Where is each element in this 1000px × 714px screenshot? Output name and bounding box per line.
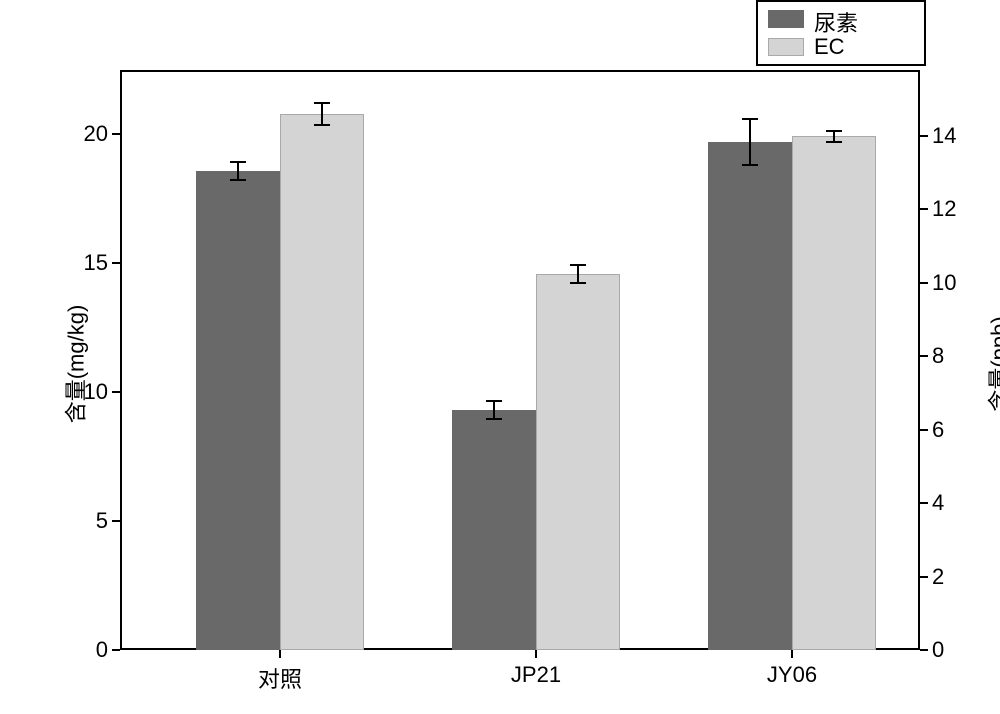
- y-right-tick: [920, 355, 928, 357]
- error-bar-stem: [237, 162, 239, 180]
- y-right-tick: [920, 502, 928, 504]
- error-bar-cap: [742, 118, 758, 120]
- y-right-tick-label: 0: [932, 637, 980, 663]
- bar-urea: [708, 142, 792, 650]
- y-right-tick: [920, 208, 928, 210]
- plot-border-left: [120, 70, 122, 650]
- bar-ec: [536, 274, 620, 650]
- y-left-tick-label: 5: [60, 508, 108, 534]
- y-left-tick-label: 0: [60, 637, 108, 663]
- x-tick: [279, 650, 281, 658]
- x-tick: [791, 650, 793, 658]
- y-left-tick: [112, 520, 120, 522]
- x-tick-label: JP21: [476, 662, 596, 688]
- error-bar-stem: [749, 119, 751, 165]
- plot-border-right: [918, 70, 920, 650]
- legend: 尿素 EC: [756, 0, 926, 66]
- y-right-tick-label: 4: [932, 490, 980, 516]
- x-tick-label: 对照: [220, 662, 340, 694]
- y-left-tick-label: 15: [60, 250, 108, 276]
- y-left-axis-title: 含量(mg/kg): [58, 305, 90, 424]
- y-right-tick-label: 2: [932, 564, 980, 590]
- y-left-tick: [112, 262, 120, 264]
- y-left-tick: [112, 133, 120, 135]
- y-right-tick: [920, 135, 928, 137]
- bar-ec: [792, 136, 876, 650]
- error-bar-cap: [486, 418, 502, 420]
- y-right-tick: [920, 576, 928, 578]
- y-left-tick-label: 20: [60, 121, 108, 147]
- error-bar-cap: [570, 264, 586, 266]
- error-bar-stem: [493, 401, 495, 419]
- legend-swatch-urea: [768, 10, 804, 28]
- y-right-tick: [920, 282, 928, 284]
- error-bar-cap: [314, 102, 330, 104]
- error-bar-cap: [486, 400, 502, 402]
- y-right-tick: [920, 649, 928, 651]
- chart-root: 0510152002468101214对照JP21JY06 含量(mg/kg) …: [0, 0, 1000, 714]
- error-bar-cap: [570, 282, 586, 284]
- x-tick: [535, 650, 537, 658]
- x-tick-label: JY06: [732, 662, 852, 688]
- legend-swatch-ec: [768, 38, 804, 56]
- y-left-tick: [112, 391, 120, 393]
- error-bar-cap: [742, 164, 758, 166]
- error-bar-cap: [314, 124, 330, 126]
- error-bar-stem: [321, 103, 323, 125]
- plot-border-top: [120, 70, 920, 72]
- y-right-tick-label: 14: [932, 123, 980, 149]
- error-bar-cap: [230, 179, 246, 181]
- y-right-tick-label: 8: [932, 343, 980, 369]
- y-right-axis-title: 含量(ppb): [982, 316, 1000, 411]
- y-left-tick: [112, 649, 120, 651]
- error-bar-cap: [230, 161, 246, 163]
- bar-ec: [280, 114, 364, 650]
- bar-urea: [196, 171, 280, 650]
- error-bar-cap: [826, 141, 842, 143]
- y-right-tick-label: 10: [932, 270, 980, 296]
- error-bar-cap: [826, 130, 842, 132]
- legend-label-ec: EC: [814, 34, 845, 60]
- y-right-tick: [920, 429, 928, 431]
- y-right-tick-label: 12: [932, 196, 980, 222]
- y-right-tick-label: 6: [932, 417, 980, 443]
- error-bar-stem: [577, 265, 579, 283]
- bar-urea: [452, 410, 536, 650]
